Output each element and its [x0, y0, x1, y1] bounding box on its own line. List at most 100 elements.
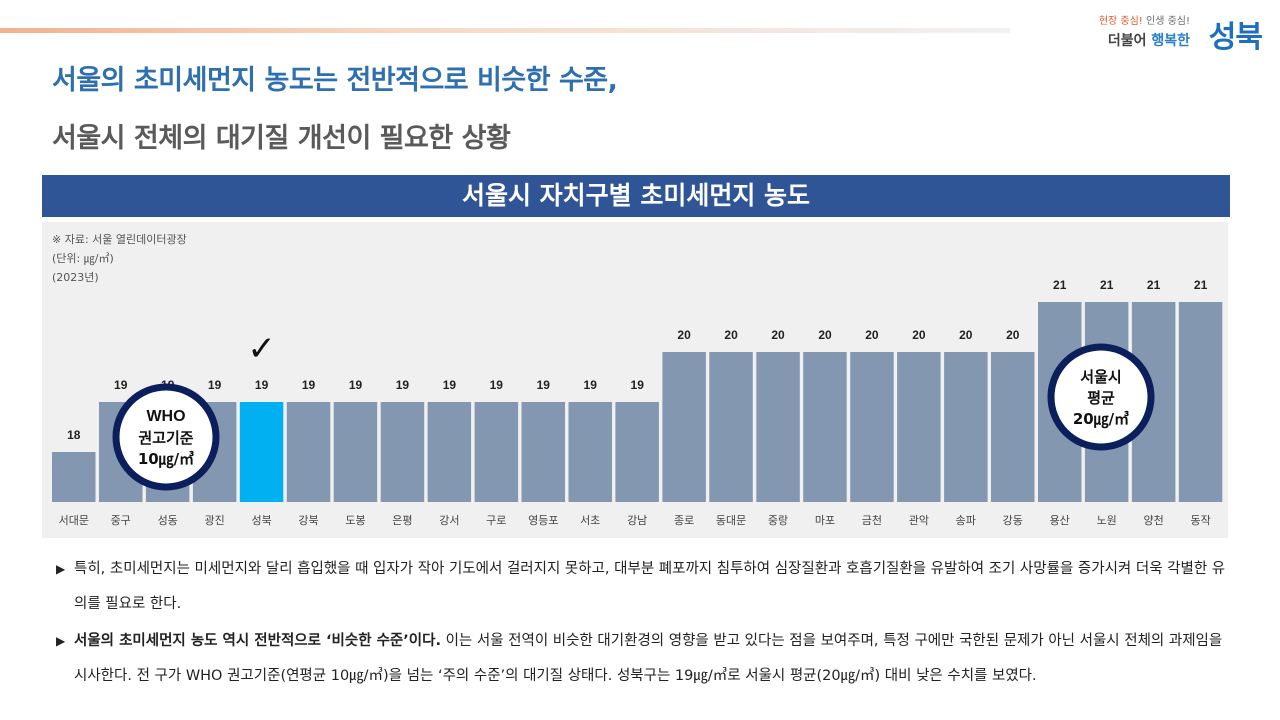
- bar-서대문: [52, 452, 96, 502]
- triangle-bullet-icon: ▶: [56, 562, 66, 576]
- value-label-종로: 20: [677, 328, 691, 342]
- bullet-text-2-bold: 서울의 초미세먼지 농도 역시 전반적으로 ‘비슷한 수준’이다.: [74, 633, 441, 649]
- summary-bullets: ▶ 특히, 초미세먼지는 미세먼지와 달리 흡입했을 때 입자가 작아 기도에서…: [56, 552, 1236, 696]
- category-label-광진: 광진: [204, 514, 224, 527]
- category-label-용산: 용산: [1050, 514, 1070, 527]
- category-label-서대문: 서대문: [59, 514, 89, 527]
- chart-unit-note: (단위: ㎍/㎥): [52, 252, 114, 265]
- category-label-은평: 은평: [392, 514, 412, 527]
- bar-종로: [662, 352, 706, 502]
- category-label-동작: 동작: [1190, 514, 1210, 527]
- bar-강서: [427, 402, 472, 502]
- value-label-송파: 20: [959, 328, 973, 342]
- chart-year-note: (2023년): [52, 271, 99, 284]
- headline-line-1: 서울의 초미세먼지 농도는 전반적으로 비슷한 수준,: [52, 65, 618, 96]
- headline-line-2: 서울시 전체의 대기질 개선이 필요한 상황: [52, 123, 511, 154]
- value-label-양천: 21: [1147, 278, 1161, 292]
- value-label-강북: 19: [302, 378, 316, 392]
- category-label-양천: 양천: [1143, 513, 1163, 527]
- bullet-paragraph-2: ▶ 서울의 초미세먼지 농도 역시 전반적으로 ‘비슷한 수준’이다. 이는 서…: [56, 624, 1236, 694]
- average-badge-line3: 20㎍/㎥: [1073, 410, 1129, 429]
- category-label-마포: 마포: [815, 514, 835, 527]
- bullet-paragraph-1: ▶ 특히, 초미세먼지는 미세먼지와 달리 흡입했을 때 입자가 작아 기도에서…: [56, 552, 1236, 622]
- bar-중랑: [756, 352, 800, 502]
- value-label-은평: 19: [396, 378, 410, 392]
- value-label-마포: 20: [818, 328, 832, 342]
- seoul-average-badge: 서울시 평균 20㎍/㎥: [1047, 343, 1155, 451]
- value-label-금천: 20: [865, 328, 879, 342]
- value-label-강동: 20: [1006, 328, 1020, 342]
- category-label-강북: 강북: [298, 514, 318, 527]
- who-badge-ring: [112, 383, 220, 491]
- chart-title-banner: 서울시 자치구별 초미세먼지 농도: [42, 175, 1230, 217]
- category-label-관악: 관악: [909, 514, 929, 527]
- bar-송파: [944, 352, 988, 502]
- category-label-중구: 중구: [111, 514, 131, 527]
- category-label-노원: 노원: [1097, 514, 1117, 527]
- category-label-금천: 금천: [862, 513, 882, 527]
- value-label-동대문: 20: [724, 328, 738, 342]
- category-label-도봉: 도봉: [345, 514, 365, 527]
- category-label-성북: 성북: [251, 514, 271, 527]
- value-label-중랑: 20: [771, 328, 785, 342]
- average-badge-ring: [1047, 343, 1155, 451]
- category-label-서초: 서초: [580, 514, 600, 527]
- bar-강동: [991, 352, 1035, 502]
- bar-강북: [286, 402, 331, 502]
- category-label-성동: 성동: [158, 514, 178, 527]
- average-badge-line2: 평균: [1087, 389, 1115, 407]
- value-label-도봉: 19: [349, 378, 363, 392]
- category-label-송파: 송파: [956, 514, 976, 527]
- bar-관악: [897, 352, 941, 502]
- category-label-종로: 종로: [674, 514, 694, 527]
- category-label-영등포: 영등포: [528, 514, 558, 527]
- category-label-강남: 강남: [627, 514, 647, 527]
- value-label-노원: 21: [1100, 278, 1114, 292]
- seongbuk-logo: 현장 중심! 인생 중심! 더불어 행복한 성북: [1097, 8, 1263, 60]
- value-label-강남: 19: [631, 378, 645, 392]
- who-badge-line3: 10㎍/㎥: [138, 450, 194, 469]
- bar-은평: [380, 402, 425, 502]
- value-label-강서: 19: [443, 378, 457, 392]
- value-label-광진: 19: [208, 378, 222, 392]
- bar-금천: [850, 352, 894, 502]
- category-label-동대문: 동대문: [716, 514, 746, 527]
- value-label-구로: 19: [490, 378, 504, 392]
- bar-성북: [239, 402, 284, 502]
- value-label-영등포: 19: [537, 378, 551, 392]
- bar-영등포: [521, 402, 565, 502]
- value-label-서초: 19: [584, 378, 598, 392]
- logo-wordmark: 성북: [1208, 20, 1263, 55]
- category-label-강동: 강동: [1003, 514, 1023, 527]
- bar-강남: [615, 402, 659, 502]
- value-label-성북: 19: [255, 378, 269, 392]
- triangle-bullet-icon: ▶: [56, 634, 66, 648]
- value-label-동작: 21: [1194, 278, 1208, 292]
- top-accent-bar: [0, 28, 1010, 33]
- logo-tagline: 더불어 행복한: [1107, 33, 1190, 49]
- who-badge-line2: 권고기준: [138, 429, 193, 447]
- category-label-중랑: 중랑: [768, 514, 788, 527]
- bar-동작: [1178, 302, 1223, 502]
- logo-slogan: 현장 중심! 인생 중심!: [1098, 16, 1190, 27]
- chart-source-note: ※ 자료: 서울 열린데이터광장: [52, 233, 187, 246]
- chart-notes: ※ 자료: 서울 열린데이터광장 (단위: ㎍/㎥) (2023년): [52, 230, 187, 287]
- average-badge-line1: 서울시: [1080, 368, 1121, 386]
- value-label-용산: 21: [1053, 278, 1067, 292]
- category-label-강서: 강서: [439, 514, 459, 527]
- value-label-관악: 20: [912, 328, 926, 342]
- bullet-text-2: 이는 서울 전역이 비슷한 대기환경의 영향을 받고 있다는 점을 보여주며, …: [74, 633, 1223, 684]
- bar-구로: [474, 402, 519, 502]
- bar-동대문: [709, 352, 753, 502]
- bullet-text-1: 특히, 초미세먼지는 미세먼지와 달리 흡입했을 때 입자가 작아 기도에서 걸…: [74, 561, 1226, 612]
- value-label-중구: 19: [114, 378, 128, 392]
- checkmark-icon: ✓: [247, 329, 276, 369]
- who-badge-line1: WHO: [146, 408, 185, 425]
- bar-마포: [803, 352, 847, 502]
- value-label-서대문: 18: [67, 428, 81, 442]
- bar-도봉: [333, 402, 378, 502]
- who-badge: WHO 권고기준 10㎍/㎥: [112, 383, 220, 491]
- bar-서초: [568, 402, 612, 502]
- category-label-구로: 구로: [486, 514, 506, 527]
